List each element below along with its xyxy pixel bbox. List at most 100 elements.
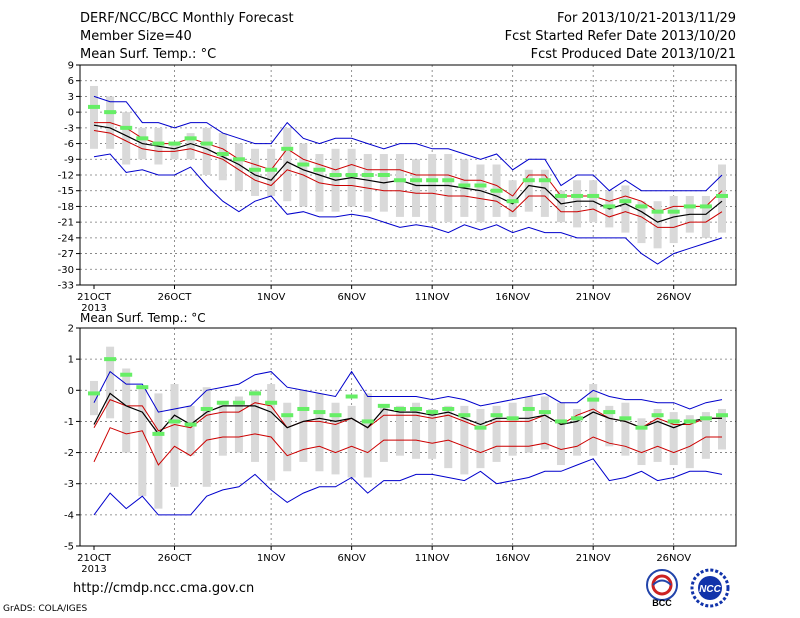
ensemble-box [363, 393, 372, 478]
y-tick-label: -27 [58, 249, 74, 260]
series-upper-line [94, 122, 723, 213]
ensemble-box [234, 396, 243, 453]
grads-credit: GrADS: COLA/IGES [3, 604, 88, 614]
x-year-label: 2013 [81, 564, 106, 575]
x-tick-label: 21NOV [576, 292, 611, 303]
x-tick-label: 1NOV [257, 292, 286, 303]
ensemble-box [669, 195, 678, 244]
ensemble-box [218, 402, 227, 456]
chart-title: DERF/NCC/BCC Monthly Forecast [80, 11, 294, 26]
ensemble-box [315, 393, 324, 472]
x-tick-label: 6NOV [337, 553, 366, 564]
ensemble-box [122, 112, 131, 165]
y-tick-label: -2 [64, 448, 74, 459]
ensemble-box [492, 405, 501, 462]
y-tick-label: 9 [68, 61, 74, 72]
ensemble-box [444, 405, 453, 469]
member-size: Member Size=40 [80, 29, 192, 44]
ensemble-box [202, 127, 211, 175]
x-tick-label: 11NOV [415, 553, 450, 564]
ensemble-box [90, 380, 98, 416]
variable-label: Mean Surf. Temp.: °C [80, 47, 217, 62]
ensemble-box [283, 402, 292, 472]
x-tick-label: 16NOV [495, 553, 530, 564]
series-lower-line [93, 130, 723, 228]
ensemble-box [621, 402, 630, 456]
y-tick-label: -12 [58, 171, 74, 182]
panel-title: Mean Surf. Temp.: °C [80, 311, 206, 325]
series-mean-line [93, 124, 723, 223]
ensemble-box [508, 180, 517, 217]
footer-url[interactable]: http://cmdp.ncc.cma.gov.cn [73, 581, 255, 596]
ensemble-box [299, 390, 308, 462]
ensemble-box [508, 402, 517, 456]
ensemble-box [460, 405, 469, 475]
ensemble-box [605, 405, 614, 447]
y-tick-label: -30 [58, 265, 74, 276]
ensemble-box [476, 164, 485, 223]
x-tick-label: 16NOV [495, 292, 530, 303]
y-tick-label: -24 [58, 233, 74, 244]
ensemble-box [138, 387, 147, 497]
series-min-line [93, 458, 723, 516]
ensemble-box [589, 384, 598, 456]
ncc-logo: NCC [690, 568, 730, 608]
ensemble-box [637, 201, 646, 244]
header-right: For 2013/10/21-2013/11/29 Fcst Started R… [505, 10, 736, 64]
ensemble-box [718, 408, 726, 450]
ensemble-box [718, 164, 726, 233]
y-tick-label: 0 [68, 108, 74, 119]
y-tick-label: -1 [64, 417, 74, 428]
y-tick-label: -3 [64, 479, 74, 490]
plot-frame [79, 327, 737, 547]
ensemble-box [476, 408, 485, 469]
ensemble-box [540, 396, 549, 450]
ensemble-box [170, 384, 179, 487]
y-tick-label: -4 [64, 510, 74, 521]
ensemble-box [106, 346, 115, 419]
refer-date: Fcst Started Refer Date 2013/10/20 [504, 29, 736, 44]
series-lower-line [93, 427, 722, 466]
series-min-line [93, 153, 723, 265]
x-tick-label: 21NOV [576, 553, 611, 564]
ensemble-box [363, 154, 372, 212]
ensemble-box [444, 154, 453, 223]
y-tick-label: -33 [58, 281, 74, 292]
x-tick-label: 11NOV [415, 292, 450, 303]
ensemble-box [556, 402, 565, 466]
ensemble-box [701, 195, 710, 238]
bcc-logo: BCC [646, 569, 678, 608]
y-tick-label: -6 [64, 139, 74, 150]
ensemble-box [524, 169, 533, 212]
produced-date: Fcst Produced Date 2013/10/21 [530, 47, 736, 62]
y-tick-label: -15 [58, 186, 74, 197]
ensemble-box [379, 405, 388, 462]
y-tick-label: -5 [64, 542, 74, 553]
y-tick-label: 0 [68, 386, 74, 397]
ensemble-box [653, 408, 662, 462]
y-tick-label: -21 [58, 218, 74, 229]
x-tick-label: 21OCT [77, 553, 112, 564]
header-left: DERF/NCC/BCC Monthly Forecast Member Siz… [80, 10, 294, 64]
ncc-logo-label: NCC [699, 584, 721, 595]
x-tick-label: 26NOV [656, 292, 691, 303]
ensemble-box [573, 180, 582, 228]
y-tick-label: 2 [68, 324, 74, 335]
x-tick-label: 1NOV [257, 553, 286, 564]
ensemble-box [669, 412, 678, 466]
ensemble-box [428, 408, 437, 459]
x-tick-label: 26OCT [158, 292, 193, 303]
ensemble-box [637, 418, 646, 466]
y-tick-label: 6 [68, 76, 74, 87]
ensemble-box [122, 368, 131, 453]
y-tick-label: -9 [64, 155, 74, 166]
forecast-period: For 2013/10/21-2013/11/29 [557, 11, 736, 26]
x-year-label: 2013 [81, 303, 106, 314]
x-tick-label: 26OCT [158, 553, 193, 564]
ensemble-box [186, 133, 195, 160]
y-tick-label: 1 [68, 355, 74, 366]
ensemble-box [202, 387, 211, 487]
series-max-line [93, 95, 723, 192]
ensemble-box [251, 148, 260, 196]
